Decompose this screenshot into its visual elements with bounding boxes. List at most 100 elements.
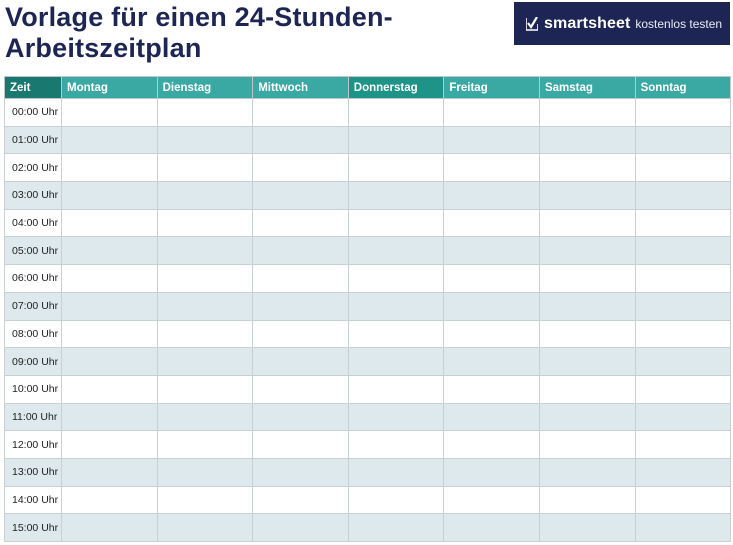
schedule-cell-dienstag[interactable] <box>156 98 254 127</box>
schedule-cell-freitag[interactable] <box>443 402 540 432</box>
schedule-cell-dienstag[interactable] <box>156 208 254 238</box>
schedule-cell-samstag[interactable] <box>538 485 636 515</box>
schedule-cell-montag[interactable] <box>61 457 158 487</box>
schedule-cell-dienstag[interactable] <box>156 264 254 293</box>
schedule-cell-samstag[interactable] <box>538 153 636 183</box>
schedule-cell-mittwoch[interactable] <box>252 402 349 432</box>
schedule-cell-freitag[interactable] <box>443 319 540 349</box>
schedule-cell-sonntag[interactable] <box>634 291 731 321</box>
schedule-cell-samstag[interactable] <box>538 457 636 487</box>
schedule-cell-mittwoch[interactable] <box>252 485 349 515</box>
schedule-cell-samstag[interactable] <box>538 236 636 266</box>
schedule-cell-sonntag[interactable] <box>634 513 731 542</box>
schedule-cell-montag[interactable] <box>61 402 158 432</box>
schedule-cell-donnerstag[interactable] <box>347 374 445 404</box>
schedule-cell-mittwoch[interactable] <box>252 513 349 542</box>
schedule-cell-mittwoch[interactable] <box>252 430 349 459</box>
schedule-cell-donnerstag[interactable] <box>347 402 445 432</box>
schedule-cell-donnerstag[interactable] <box>347 319 445 349</box>
schedule-cell-mittwoch[interactable] <box>252 208 349 238</box>
schedule-cell-freitag[interactable] <box>443 485 540 515</box>
schedule-cell-dienstag[interactable] <box>156 457 254 487</box>
schedule-cell-samstag[interactable] <box>538 319 636 349</box>
schedule-cell-sonntag[interactable] <box>634 125 731 155</box>
schedule-cell-donnerstag[interactable] <box>347 98 445 127</box>
schedule-cell-mittwoch[interactable] <box>252 181 349 210</box>
schedule-cell-donnerstag[interactable] <box>347 485 445 515</box>
schedule-cell-mittwoch[interactable] <box>252 236 349 266</box>
schedule-cell-dienstag[interactable] <box>156 485 254 515</box>
schedule-cell-sonntag[interactable] <box>634 485 731 515</box>
schedule-cell-sonntag[interactable] <box>634 319 731 349</box>
schedule-cell-montag[interactable] <box>61 374 158 404</box>
schedule-cell-samstag[interactable] <box>538 98 636 127</box>
schedule-cell-sonntag[interactable] <box>634 264 731 293</box>
schedule-cell-dienstag[interactable] <box>156 181 254 210</box>
schedule-cell-donnerstag[interactable] <box>347 347 445 376</box>
schedule-cell-sonntag[interactable] <box>634 181 731 210</box>
schedule-cell-freitag[interactable] <box>443 125 540 155</box>
schedule-cell-mittwoch[interactable] <box>252 347 349 376</box>
schedule-cell-samstag[interactable] <box>538 264 636 293</box>
schedule-cell-samstag[interactable] <box>538 181 636 210</box>
schedule-cell-sonntag[interactable] <box>634 430 731 459</box>
schedule-cell-samstag[interactable] <box>538 208 636 238</box>
schedule-cell-donnerstag[interactable] <box>347 264 445 293</box>
schedule-cell-donnerstag[interactable] <box>347 236 445 266</box>
schedule-cell-freitag[interactable] <box>443 291 540 321</box>
schedule-cell-samstag[interactable] <box>538 402 636 432</box>
schedule-cell-montag[interactable] <box>61 291 158 321</box>
schedule-cell-freitag[interactable] <box>443 513 540 542</box>
schedule-cell-montag[interactable] <box>61 347 158 376</box>
schedule-cell-mittwoch[interactable] <box>252 291 349 321</box>
schedule-cell-freitag[interactable] <box>443 236 540 266</box>
schedule-cell-dienstag[interactable] <box>156 291 254 321</box>
schedule-cell-freitag[interactable] <box>443 457 540 487</box>
schedule-cell-freitag[interactable] <box>443 153 540 183</box>
smartsheet-trial-button[interactable]: smartsheet kostenlos testen <box>514 2 730 45</box>
schedule-cell-montag[interactable] <box>61 485 158 515</box>
schedule-cell-dienstag[interactable] <box>156 236 254 266</box>
schedule-cell-donnerstag[interactable] <box>347 181 445 210</box>
schedule-cell-mittwoch[interactable] <box>252 98 349 127</box>
schedule-cell-freitag[interactable] <box>443 347 540 376</box>
schedule-cell-mittwoch[interactable] <box>252 374 349 404</box>
schedule-cell-montag[interactable] <box>61 236 158 266</box>
schedule-cell-sonntag[interactable] <box>634 236 731 266</box>
schedule-cell-montag[interactable] <box>61 319 158 349</box>
schedule-cell-montag[interactable] <box>61 513 158 542</box>
schedule-cell-montag[interactable] <box>61 181 158 210</box>
schedule-cell-samstag[interactable] <box>538 513 636 542</box>
schedule-cell-dienstag[interactable] <box>156 374 254 404</box>
schedule-cell-donnerstag[interactable] <box>347 125 445 155</box>
schedule-cell-donnerstag[interactable] <box>347 208 445 238</box>
schedule-cell-mittwoch[interactable] <box>252 457 349 487</box>
schedule-cell-montag[interactable] <box>61 153 158 183</box>
schedule-cell-montag[interactable] <box>61 264 158 293</box>
schedule-cell-freitag[interactable] <box>443 430 540 459</box>
schedule-cell-mittwoch[interactable] <box>252 319 349 349</box>
schedule-cell-samstag[interactable] <box>538 430 636 459</box>
schedule-cell-samstag[interactable] <box>538 374 636 404</box>
schedule-cell-mittwoch[interactable] <box>252 264 349 293</box>
schedule-cell-dienstag[interactable] <box>156 153 254 183</box>
schedule-cell-sonntag[interactable] <box>634 347 731 376</box>
schedule-cell-dienstag[interactable] <box>156 319 254 349</box>
schedule-cell-freitag[interactable] <box>443 374 540 404</box>
schedule-cell-sonntag[interactable] <box>634 208 731 238</box>
schedule-cell-dienstag[interactable] <box>156 513 254 542</box>
schedule-cell-montag[interactable] <box>61 208 158 238</box>
schedule-cell-dienstag[interactable] <box>156 125 254 155</box>
schedule-cell-donnerstag[interactable] <box>347 291 445 321</box>
schedule-cell-samstag[interactable] <box>538 347 636 376</box>
schedule-cell-sonntag[interactable] <box>634 374 731 404</box>
schedule-cell-samstag[interactable] <box>538 291 636 321</box>
schedule-cell-donnerstag[interactable] <box>347 153 445 183</box>
schedule-cell-freitag[interactable] <box>443 264 540 293</box>
schedule-cell-donnerstag[interactable] <box>347 513 445 542</box>
schedule-cell-freitag[interactable] <box>443 98 540 127</box>
schedule-cell-dienstag[interactable] <box>156 402 254 432</box>
schedule-cell-montag[interactable] <box>61 98 158 127</box>
schedule-cell-montag[interactable] <box>61 430 158 459</box>
schedule-cell-sonntag[interactable] <box>634 153 731 183</box>
